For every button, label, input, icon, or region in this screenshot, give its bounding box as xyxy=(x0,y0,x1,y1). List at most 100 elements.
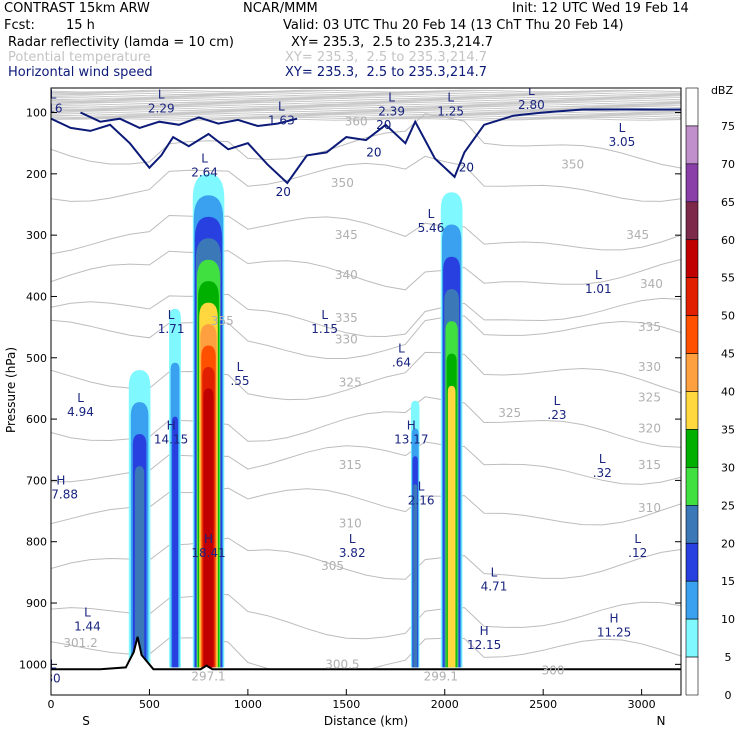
extremum-value: 1.63 xyxy=(268,114,295,128)
reflectivity-field xyxy=(128,173,463,668)
extremum-value: 4.94 xyxy=(67,405,94,419)
theta-contour-label: 335 xyxy=(638,320,661,334)
high-marker: H xyxy=(610,611,619,625)
extremum-value: 12.15 xyxy=(467,638,501,652)
wind-contour-label: 20 xyxy=(459,161,474,175)
y-tick-label: 200 xyxy=(26,168,47,181)
high-marker: H xyxy=(167,418,176,432)
low-marker: L xyxy=(50,87,57,101)
low-marker: L xyxy=(349,532,356,546)
theta-contour-label: 330 xyxy=(638,360,661,374)
theta-contour-line xyxy=(51,441,681,485)
colorbar-label: 75 xyxy=(721,120,735,133)
low-marker: L xyxy=(447,90,454,104)
extremum-value: 2.16 xyxy=(408,494,435,508)
colorbar-label: 0 xyxy=(725,689,732,702)
y-tick-label: 300 xyxy=(26,229,47,242)
theta-contour-line xyxy=(51,293,681,338)
theta-contour-label: 335 xyxy=(335,311,358,325)
colorbar-label: 40 xyxy=(721,386,735,399)
colorbar-swatch xyxy=(685,391,699,430)
colorbar-swatch xyxy=(685,429,699,468)
theta-contours xyxy=(51,89,681,679)
extremum-value: .23 xyxy=(547,408,566,422)
theta-contour-label: 315 xyxy=(339,458,362,472)
theta-contour-label: 325 xyxy=(638,391,661,405)
theta-contour-label: 299.1 xyxy=(424,670,458,684)
colorbar-swatch xyxy=(685,467,699,506)
colorbar-swatch xyxy=(685,87,699,127)
theta-contour-line xyxy=(51,96,681,100)
extremum-value: 3.05 xyxy=(609,135,636,149)
theta-contour-label: 340 xyxy=(640,277,663,291)
theta-contour-label: 350 xyxy=(331,176,354,190)
theta-contour-line xyxy=(51,116,681,120)
colorbar-swatch xyxy=(685,618,699,658)
y-tick-label: 700 xyxy=(26,474,47,487)
colorbar-label: 30 xyxy=(721,461,735,474)
low-marker: L xyxy=(158,87,165,101)
wind-contour-label: 20 xyxy=(276,185,291,199)
extremum-value: 13.17 xyxy=(394,432,428,446)
theta-contour-label: 320 xyxy=(638,421,661,435)
x-tick-label: 1500 xyxy=(332,698,360,711)
wind-contour-line xyxy=(51,108,681,185)
colorbar-label: 60 xyxy=(721,234,735,247)
theta-contour-line xyxy=(51,214,681,255)
high-marker: H xyxy=(480,624,489,638)
reflectivity-shell xyxy=(413,484,418,668)
low-marker: L xyxy=(388,90,395,104)
valid-time: Valid: 03 UTC Thu 20 Feb 14 (13 ChT Thu … xyxy=(283,18,624,33)
terrain-line xyxy=(51,636,681,671)
colorbar-swatch xyxy=(685,163,699,203)
extremum-value: 5.46 xyxy=(418,221,445,235)
low-marker: L xyxy=(599,452,606,466)
extremum-value: .32 xyxy=(593,466,612,480)
theta-contour-label: 345 xyxy=(335,228,358,242)
extremum-value: 47.88 xyxy=(44,488,78,502)
x-tick-label: 1000 xyxy=(234,698,262,711)
extremum-value: 2.29 xyxy=(148,101,175,115)
x-tick-label: 2500 xyxy=(529,698,557,711)
theta-contour-line xyxy=(51,537,681,580)
y-tick-label: 1000 xyxy=(19,658,47,671)
low-marker: L xyxy=(528,84,535,98)
reflectivity-shell xyxy=(172,416,178,668)
theta-contour-label: 340 xyxy=(335,268,358,282)
theta-contour-line xyxy=(51,94,681,98)
reflectivity-shell xyxy=(447,385,456,668)
extremum-value: 4.71 xyxy=(481,580,508,594)
theta-contour-line xyxy=(51,89,681,93)
theta-contour-line xyxy=(51,100,681,104)
terrain-fill xyxy=(51,636,681,695)
extremum-value: 14.15 xyxy=(154,432,188,446)
high-marker: H xyxy=(204,532,213,546)
field-wind-xy: XY= 235.3, 2.5 to 235.3,214.7 xyxy=(285,65,488,80)
theta-contour-line xyxy=(51,97,681,101)
field-theta-xy: XY= 235.3, 2.5 to 235.3,214.7 xyxy=(285,50,488,65)
theta-contour-line xyxy=(51,315,681,359)
colorbar-label: 55 xyxy=(721,272,735,285)
extremum-value: 2.64 xyxy=(191,166,218,180)
theta-contour-label: 325 xyxy=(339,375,362,389)
theta-contour-line xyxy=(51,90,681,94)
x-axis-label: Distance (km) xyxy=(324,714,408,728)
extremum-value: 1.01 xyxy=(585,282,612,296)
low-marker: L xyxy=(428,207,435,221)
wind-contours xyxy=(51,108,681,185)
plot-frame xyxy=(50,87,682,696)
low-marker: L xyxy=(321,308,328,322)
low-marker: L xyxy=(619,121,626,135)
low-marker: L xyxy=(237,360,244,374)
theta-contour-line xyxy=(51,250,681,291)
theta-contour-label: 310 xyxy=(638,501,661,515)
colorbar-swatch xyxy=(685,580,699,620)
reflectivity-shell xyxy=(134,466,145,668)
low-marker: L xyxy=(84,605,91,619)
theta-contour-line xyxy=(51,117,681,121)
low-marker: L xyxy=(491,566,498,580)
theta-contour-label: 330 xyxy=(335,332,358,346)
x-tick-label: 0 xyxy=(48,698,55,711)
y-tick-label: 800 xyxy=(26,536,47,549)
